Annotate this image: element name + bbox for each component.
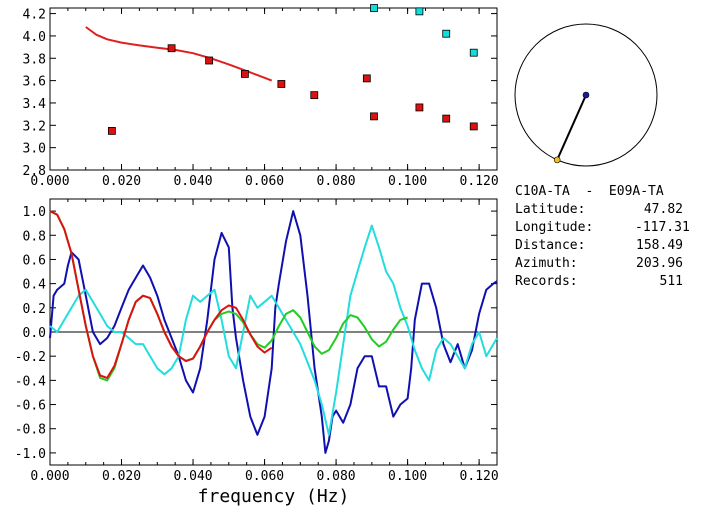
y-tick-label: -0.8	[15, 423, 46, 438]
x-tick-label: 0.040	[173, 174, 212, 189]
y-tick-label: -0.4	[15, 374, 46, 389]
phase-velocity-panel: 0.000 0.020 0.040 0.060 0.080 0.100 0.120 2.8 3.…	[23, 4, 499, 189]
distance-row: Distance: 158.49	[515, 237, 695, 255]
azimuth-compass	[514, 23, 658, 167]
red-square-point	[362, 74, 371, 83]
station-info: C10A-TA - E09A-TA Latitude: 47.82 Longit…	[515, 183, 695, 291]
y-tick-label: -1.0	[15, 447, 46, 462]
y-tick-label: -0.2	[15, 350, 46, 365]
distance-value: 158.49	[636, 238, 683, 253]
y-tick-label: 4.2	[23, 8, 46, 23]
red-square-point	[107, 126, 116, 135]
x-tick-label: 0.120	[460, 174, 499, 189]
longitude-row: Longitude: -117.31	[515, 219, 695, 237]
red-square-point	[277, 80, 286, 88]
x-tick-label: 0.000	[30, 469, 69, 484]
red-square-point	[240, 70, 249, 78]
latitude-row: Latitude: 47.82	[515, 201, 695, 219]
cyan-square-point	[442, 29, 451, 38]
blue-series-line	[49, 210, 498, 454]
latitude-label: Latitude:	[515, 202, 586, 217]
x-tick-label: 0.060	[245, 469, 284, 484]
records-row: Records: 511	[515, 273, 695, 291]
red-square-point	[310, 91, 319, 100]
records-label: Records:	[515, 274, 578, 289]
red-square-point	[469, 122, 478, 131]
cyan-square-point	[370, 4, 378, 12]
red-square-point	[415, 103, 424, 112]
x-tick-label: 0.020	[102, 174, 141, 189]
x-tick-label: 0.020	[102, 469, 141, 484]
x-tick-label: 0.100	[388, 174, 427, 189]
y-tick-label: 1.0	[23, 205, 46, 220]
azimuth-value: 203.96	[636, 256, 683, 271]
longitude-label: Longitude:	[515, 220, 594, 235]
azimuth-row: Azimuth: 203.96	[515, 255, 695, 273]
green-series-line	[49, 210, 408, 382]
azimuth-label: Azimuth:	[515, 256, 578, 271]
cyan-square-point	[469, 48, 478, 57]
latitude-value: 47.82	[643, 202, 683, 217]
x-axis-title: frequency (Hz)	[198, 486, 350, 507]
y-tick-label: -0.6	[15, 399, 46, 414]
records-value: 511	[659, 274, 683, 289]
plot-frame	[49, 7, 498, 171]
red-square-point	[167, 44, 176, 53]
y-tick-label: 3.4	[23, 97, 47, 112]
y-tick-label: 3.0	[23, 142, 46, 157]
cyan-square-point	[415, 7, 424, 16]
x-tick-label: 0.040	[173, 469, 212, 484]
distance-label: Distance:	[515, 238, 586, 253]
x-tick-label: 0.060	[245, 174, 284, 189]
red-square-point	[370, 112, 378, 121]
y-tick-label: 3.6	[23, 75, 46, 90]
compass-circle	[514, 23, 658, 167]
y-tick-label: 0.4	[23, 278, 47, 293]
y-tick-label: 3.8	[23, 52, 46, 67]
x-tick-label: 0.080	[317, 469, 356, 484]
y-tick-label: 0.0	[23, 326, 46, 341]
red-square-point	[205, 56, 214, 65]
red-square-point	[442, 114, 451, 123]
azimuth-line	[556, 94, 587, 161]
longitude-value: -117.31	[635, 220, 690, 235]
station-dot	[582, 91, 590, 99]
x-tick-label: 0.080	[317, 174, 356, 189]
y-tick-label: 0.6	[23, 253, 46, 268]
y-tick-label: 0.2	[23, 302, 46, 317]
red-series-line	[49, 210, 273, 379]
y-tick-label: 2.8	[23, 164, 46, 179]
source-dot	[553, 156, 561, 164]
y-tick-label: 4.0	[23, 30, 46, 45]
station-pair: C10A-TA - E09A-TA	[515, 184, 664, 199]
x-tick-label: 0.120	[460, 469, 499, 484]
x-tick-label: 0.000	[30, 174, 69, 189]
correlation-panel: 0.000 0.020 0.040 0.060 0.080 0.100 0.120 1.0 0.…	[15, 198, 499, 507]
y-tick-label: 0.8	[23, 229, 46, 244]
y-tick-label: 3.2	[23, 119, 46, 134]
x-tick-label: 0.100	[388, 469, 427, 484]
